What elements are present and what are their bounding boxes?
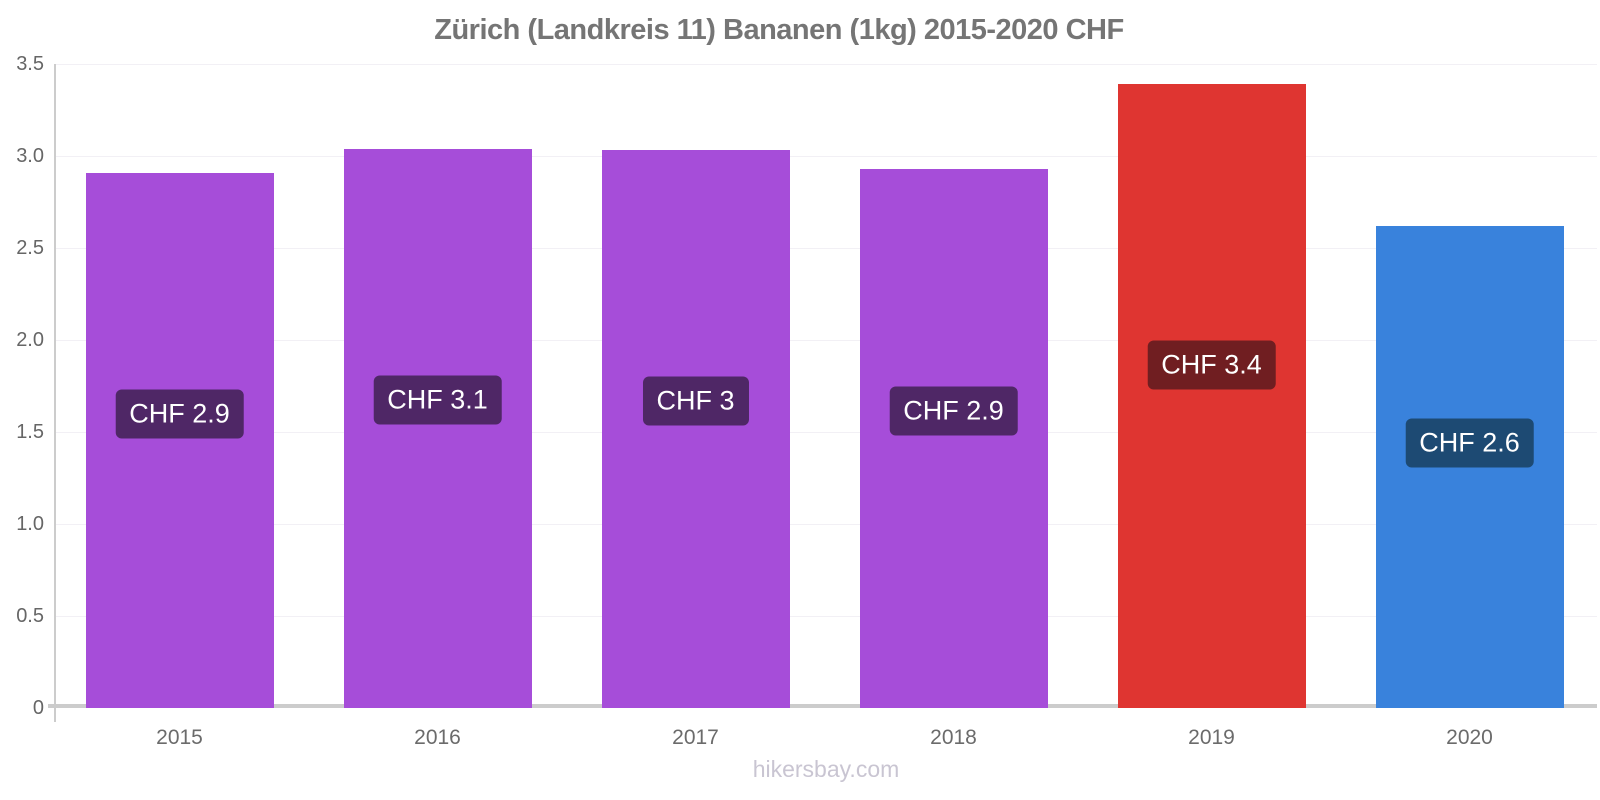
bar-2018: [859, 168, 1048, 708]
y-tick-label-2.0: 2.0: [16, 329, 44, 351]
bar-2015: [85, 172, 274, 708]
bar-2017: [601, 150, 790, 708]
gridline-1.0: [54, 523, 1597, 525]
gridline-1.5: [54, 431, 1597, 433]
chart-title: Zürich (Landkreis 11) Bananen (1kg) 2015…: [434, 14, 1124, 46]
y-tick-label-3.0: 3.0: [16, 145, 44, 167]
bar-2016: [343, 148, 532, 708]
x-tick-label-2019: 2019: [1188, 726, 1235, 749]
bar-value-badge-2016: CHF 3.1: [373, 375, 502, 425]
x-tick-label-2017: 2017: [672, 726, 719, 749]
bar-2019: [1117, 84, 1306, 708]
y-tick-label-3.5: 3.5: [16, 53, 44, 75]
x-axis-line: [48, 704, 1597, 708]
y-tick-label-0.5: 0.5: [16, 605, 44, 627]
x-tick-label-2018: 2018: [930, 726, 977, 749]
bar-value-badge-2019: CHF 3.4: [1147, 340, 1276, 390]
bar-value-badge-2017: CHF 3: [642, 376, 749, 426]
y-tick-label-0: 0: [32, 697, 44, 719]
x-tick-label-2016: 2016: [414, 726, 461, 749]
bar-value-badge-2020: CHF 2.6: [1405, 418, 1534, 468]
y-tick-label-1.5: 1.5: [16, 421, 44, 443]
y-tick-label-2.5: 2.5: [16, 237, 44, 259]
gridline-3.0: [54, 155, 1597, 157]
x-tick-label-2015: 2015: [156, 726, 203, 749]
y-axis-line: [54, 64, 56, 722]
gridline-2.0: [54, 339, 1597, 341]
x-tick-label-2020: 2020: [1446, 726, 1493, 749]
gridline-2.5: [54, 247, 1597, 249]
gridline-0.5: [54, 615, 1597, 617]
bar-value-badge-2018: CHF 2.9: [889, 386, 1018, 436]
bar-value-badge-2015: CHF 2.9: [115, 389, 244, 438]
watermark: hikersbay.com: [752, 756, 900, 782]
y-tick-label-1.0: 1.0: [16, 513, 44, 535]
gridline-3.5: [54, 63, 1597, 65]
